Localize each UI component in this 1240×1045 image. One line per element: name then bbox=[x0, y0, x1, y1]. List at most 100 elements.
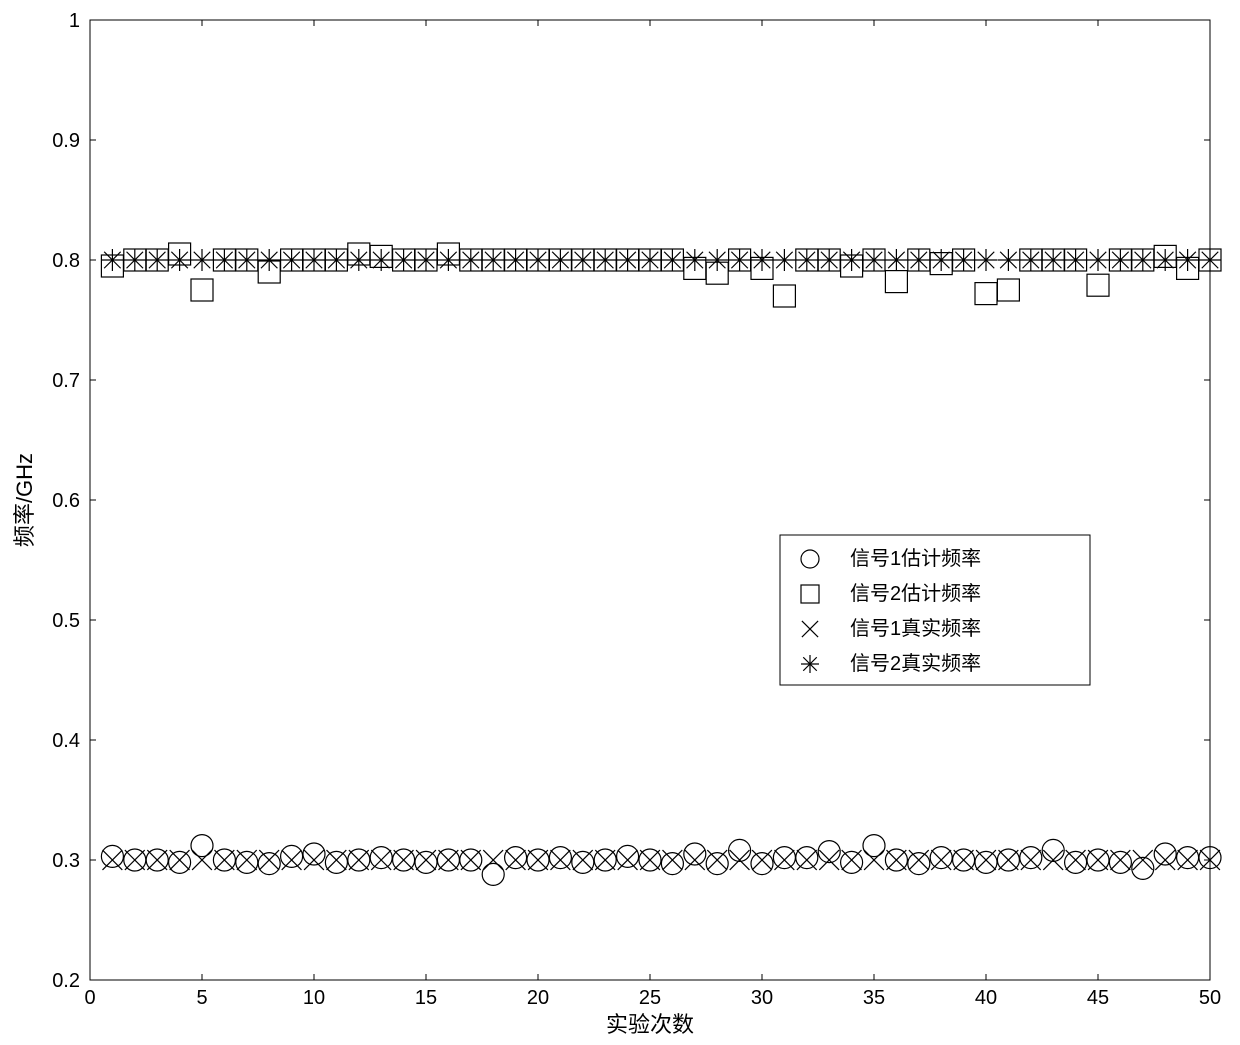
legend-label: 信号1估计频率 bbox=[850, 547, 981, 570]
plot-border bbox=[90, 20, 1210, 980]
chart-svg: 051015202530354045500.20.30.40.50.60.70.… bbox=[0, 0, 1240, 1045]
marker-x bbox=[192, 850, 212, 870]
marker-circle bbox=[796, 847, 818, 869]
marker-circle bbox=[236, 851, 258, 873]
marker-x bbox=[730, 850, 750, 870]
marker-asterisk bbox=[213, 249, 235, 271]
marker-asterisk bbox=[1087, 249, 1109, 271]
marker-asterisk bbox=[191, 249, 213, 271]
marker-asterisk bbox=[773, 249, 795, 271]
x-tick-label: 10 bbox=[303, 987, 325, 1009]
y-tick-label: 0.7 bbox=[52, 370, 80, 392]
marker-square bbox=[1087, 274, 1109, 296]
marker-asterisk bbox=[863, 249, 885, 271]
marker-circle bbox=[1177, 847, 1199, 869]
marker-circle bbox=[303, 843, 325, 865]
marker-x bbox=[439, 850, 459, 870]
marker-circle bbox=[572, 851, 594, 873]
marker-x bbox=[215, 850, 235, 870]
marker-circle bbox=[1065, 851, 1087, 873]
x-tick-label: 5 bbox=[196, 987, 207, 1009]
marker-asterisk bbox=[460, 249, 482, 271]
marker-circle bbox=[930, 847, 952, 869]
marker-asterisk bbox=[801, 655, 819, 673]
marker-asterisk bbox=[729, 249, 751, 271]
marker-x bbox=[1021, 850, 1041, 870]
y-tick-label: 1 bbox=[69, 10, 80, 32]
x-tick-label: 45 bbox=[1087, 987, 1109, 1009]
marker-asterisk bbox=[325, 249, 347, 271]
marker-circle bbox=[617, 845, 639, 867]
marker-x bbox=[237, 850, 257, 870]
marker-asterisk bbox=[1154, 249, 1176, 271]
x-tick-label: 15 bbox=[415, 987, 437, 1009]
marker-x bbox=[461, 850, 481, 870]
marker-square bbox=[191, 279, 213, 301]
marker-x bbox=[483, 850, 503, 870]
marker-circle bbox=[169, 851, 191, 873]
x-tick-label: 30 bbox=[751, 987, 773, 1009]
marker-x bbox=[999, 850, 1019, 870]
x-tick-label: 0 bbox=[84, 987, 95, 1009]
marker-x bbox=[640, 850, 660, 870]
marker-x bbox=[797, 850, 817, 870]
marker-circle bbox=[1154, 843, 1176, 865]
marker-x bbox=[1066, 850, 1086, 870]
marker-circle bbox=[505, 847, 527, 869]
marker-circle bbox=[863, 835, 885, 857]
x-tick-label: 25 bbox=[639, 987, 661, 1009]
marker-x bbox=[595, 850, 615, 870]
marker-x bbox=[147, 850, 167, 870]
x-axis-label: 实验次数 bbox=[606, 1012, 694, 1037]
marker-asterisk bbox=[997, 249, 1019, 271]
x-tick-label: 50 bbox=[1199, 987, 1221, 1009]
marker-asterisk bbox=[1109, 249, 1131, 271]
marker-asterisk bbox=[1132, 249, 1154, 271]
marker-asterisk bbox=[482, 249, 504, 271]
marker-asterisk bbox=[684, 249, 706, 271]
marker-asterisk bbox=[572, 249, 594, 271]
marker-asterisk bbox=[146, 249, 168, 271]
marker-asterisk bbox=[236, 249, 258, 271]
marker-circle bbox=[258, 853, 280, 875]
marker-asterisk bbox=[527, 249, 549, 271]
marker-asterisk bbox=[393, 249, 415, 271]
marker-x bbox=[327, 850, 347, 870]
marker-circle bbox=[482, 863, 504, 885]
marker-x bbox=[125, 850, 145, 870]
marker-circle bbox=[191, 835, 213, 857]
marker-x bbox=[954, 850, 974, 870]
legend-label: 信号1真实频率 bbox=[850, 617, 981, 640]
y-tick-label: 0.3 bbox=[52, 850, 80, 872]
marker-asterisk bbox=[751, 249, 773, 271]
marker-circle bbox=[706, 853, 728, 875]
marker-asterisk bbox=[885, 249, 907, 271]
marker-x bbox=[1111, 850, 1131, 870]
marker-asterisk bbox=[101, 249, 123, 271]
marker-asterisk bbox=[818, 249, 840, 271]
marker-square bbox=[885, 271, 907, 293]
marker-asterisk bbox=[706, 249, 728, 271]
y-tick-label: 0.5 bbox=[52, 610, 80, 632]
marker-asterisk bbox=[796, 249, 818, 271]
marker-asterisk bbox=[594, 249, 616, 271]
marker-circle bbox=[549, 847, 571, 869]
marker-asterisk bbox=[841, 249, 863, 271]
marker-asterisk bbox=[1020, 249, 1042, 271]
marker-asterisk bbox=[1042, 249, 1064, 271]
marker-asterisk bbox=[505, 249, 527, 271]
marker-asterisk bbox=[930, 249, 952, 271]
marker-asterisk bbox=[258, 249, 280, 271]
marker-x bbox=[864, 850, 884, 870]
marker-circle bbox=[751, 853, 773, 875]
marker-circle bbox=[281, 845, 303, 867]
marker-asterisk bbox=[303, 249, 325, 271]
marker-x bbox=[394, 850, 414, 870]
marker-asterisk bbox=[549, 249, 571, 271]
marker-x bbox=[573, 850, 593, 870]
scatter-chart: 051015202530354045500.20.30.40.50.60.70.… bbox=[0, 0, 1240, 1045]
marker-x bbox=[371, 850, 391, 870]
x-tick-label: 20 bbox=[527, 987, 549, 1009]
marker-asterisk bbox=[415, 249, 437, 271]
marker-x bbox=[685, 850, 705, 870]
